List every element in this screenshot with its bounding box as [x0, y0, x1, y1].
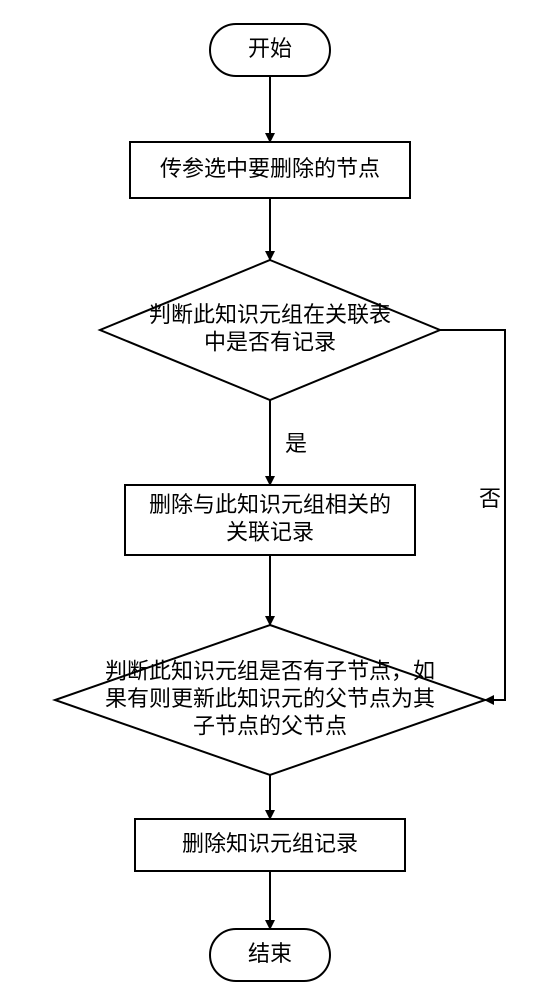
node-dec1-text: 判断此知识元组在关联表	[149, 302, 391, 327]
node-start-text: 开始	[248, 36, 292, 61]
node-end: 结束	[210, 929, 330, 981]
node-step2-text: 关联记录	[226, 520, 314, 545]
flowchart-canvas: 开始传参选中要删除的节点判断此知识元组在关联表中是否有记录删除与此知识元组相关的…	[0, 0, 543, 1000]
node-start: 开始	[210, 24, 330, 76]
node-dec1: 判断此知识元组在关联表中是否有记录	[100, 260, 440, 400]
node-step1-text: 传参选中要删除的节点	[160, 156, 380, 181]
edge-6	[440, 330, 505, 700]
edge-2-label: 是	[285, 431, 307, 456]
node-step3-text: 删除知识元组记录	[182, 831, 358, 856]
edge-6-label: 否	[479, 486, 501, 511]
node-dec1-text: 中是否有记录	[204, 330, 336, 355]
node-dec2-text: 判断此知识元组是否有子节点，如	[105, 658, 435, 683]
node-end-text: 结束	[248, 941, 292, 966]
node-dec2-text: 子节点的父节点	[193, 713, 347, 738]
node-step2-text: 删除与此知识元组相关的	[149, 492, 391, 517]
node-dec2-text: 果有则更新此知识元的父节点为其	[105, 686, 435, 711]
node-step2: 删除与此知识元组相关的关联记录	[125, 485, 415, 555]
node-dec2: 判断此知识元组是否有子节点，如果有则更新此知识元的父节点为其子节点的父节点	[55, 625, 485, 775]
node-step1: 传参选中要删除的节点	[130, 142, 410, 198]
node-step3: 删除知识元组记录	[135, 819, 405, 871]
